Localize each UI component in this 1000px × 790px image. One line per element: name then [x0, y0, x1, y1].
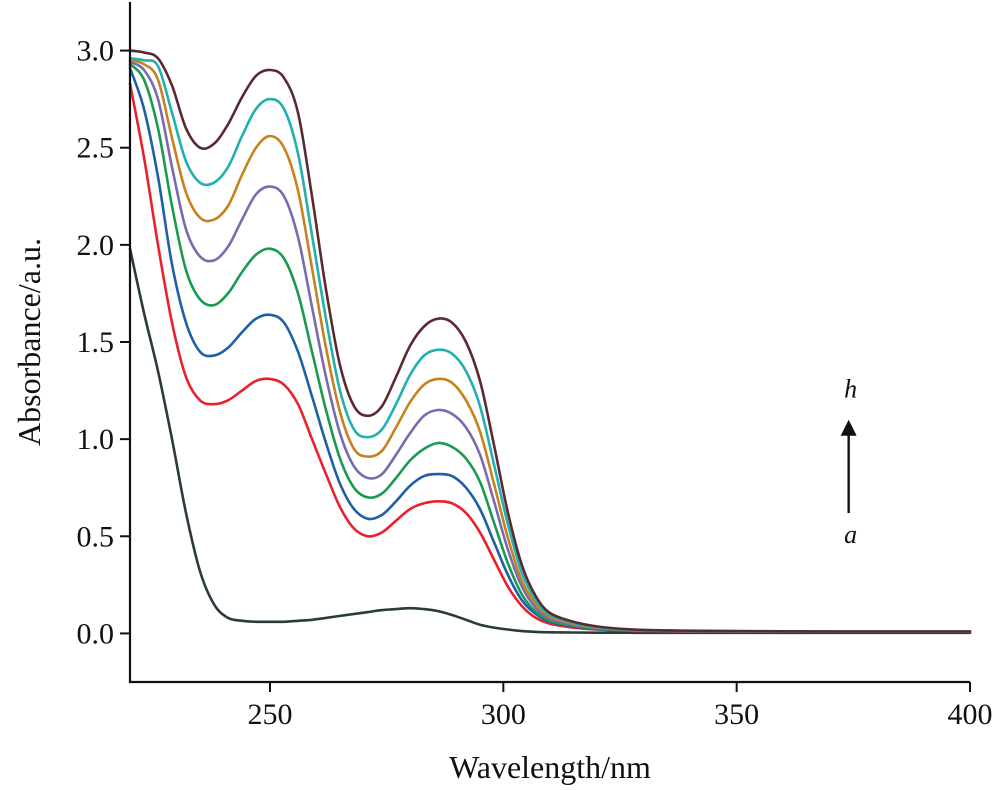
y-tick-label: 2.5	[77, 132, 115, 165]
x-tick-label: 350	[714, 698, 759, 731]
y-tick-label: 1.5	[77, 326, 115, 359]
x-axis-ticks: 250 300 350 400	[248, 682, 993, 731]
series-line-8	[128, 49, 972, 633]
x-tick-label: 250	[248, 698, 293, 731]
arrow-head-icon	[840, 419, 857, 436]
y-tick-label: 1.0	[77, 423, 115, 456]
series-line-1	[128, 247, 972, 635]
y-axis-ticks: 0.0 0.5 1.0 1.5 2.0 2.5 3.0	[77, 35, 130, 650]
annotation-top-label: h	[844, 375, 857, 404]
series-line-2	[128, 82, 972, 633]
series-layer	[128, 49, 972, 635]
x-tick-label: 400	[948, 698, 993, 731]
x-tick-label: 300	[481, 698, 526, 731]
y-tick-label: 2.0	[77, 229, 115, 262]
annotation-bottom-label: a	[844, 520, 857, 549]
trend-annotation: h a	[840, 375, 857, 549]
y-axis-title: Absorbance/a.u.	[11, 238, 47, 446]
y-tick-label: 0.0	[77, 617, 115, 650]
y-tick-label: 3.0	[77, 35, 115, 68]
y-tick-label: 0.5	[77, 520, 115, 553]
axis-frame	[128, 2, 970, 684]
x-axis-title: Wavelength/nm	[449, 749, 651, 785]
